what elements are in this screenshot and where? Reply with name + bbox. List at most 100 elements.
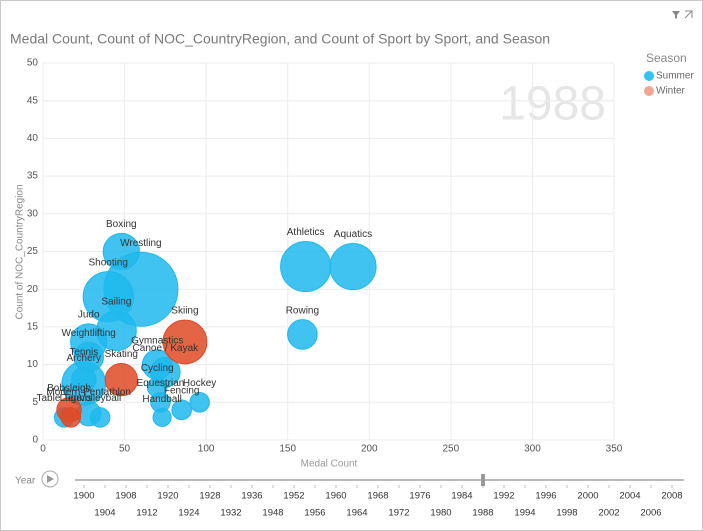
- data-label: Weightlifting: [62, 328, 116, 339]
- play-year-label: 1904: [94, 508, 115, 519]
- year-watermark: 1988: [499, 78, 606, 131]
- play-year-label: 1984: [451, 491, 472, 502]
- play-year-label: 1964: [346, 508, 367, 519]
- play-year-label: 1968: [367, 491, 388, 502]
- data-label: Athletics: [287, 227, 325, 238]
- y-tick-label: 50: [27, 58, 39, 69]
- data-label: Sailing: [101, 296, 131, 307]
- play-year-label: 1980: [430, 508, 451, 519]
- filter-icon[interactable]: [672, 11, 680, 19]
- y-tick-label: 15: [27, 322, 39, 333]
- play-year-label: 1992: [493, 491, 514, 502]
- play-year-label: 1908: [115, 491, 136, 502]
- legend-marker: [644, 71, 654, 81]
- data-label: Boxing: [106, 219, 137, 230]
- play-year-label: 1998: [556, 508, 577, 519]
- x-tick-label: 50: [119, 444, 131, 455]
- y-tick-label: 20: [27, 284, 39, 295]
- play-year-label: 1994: [514, 508, 535, 519]
- y-tick-label: 35: [27, 171, 39, 182]
- play-year-label: 1932: [220, 508, 241, 519]
- play-year-label: 1996: [535, 491, 556, 502]
- play-year-label: 2000: [577, 491, 598, 502]
- data-label: Canoe / Kayak: [133, 343, 200, 354]
- play-year-label: 1972: [388, 508, 409, 519]
- play-year-label: 1956: [304, 508, 325, 519]
- bubble: [152, 407, 172, 427]
- x-tick-label: 300: [524, 444, 541, 455]
- play-icon: [47, 475, 54, 483]
- legend-marker: [644, 86, 654, 96]
- y-tick-label: 5: [32, 397, 38, 408]
- x-tick-label: 200: [361, 444, 378, 455]
- data-label: Skiing: [171, 306, 198, 317]
- y-tick-label: 25: [27, 246, 39, 257]
- play-thumb[interactable]: [481, 474, 485, 486]
- data-label: Judo: [78, 309, 100, 320]
- play-year-label: 1960: [325, 491, 346, 502]
- data-label: Luge: [60, 393, 83, 404]
- legend-label: Summer: [656, 71, 694, 82]
- data-label: Modern Pentathlon: [46, 387, 131, 398]
- chart-title: Medal Count, Count of NOC_CountryRegion,…: [10, 31, 550, 47]
- data-label: Cycling: [141, 363, 174, 374]
- play-year-label: 2004: [619, 491, 640, 502]
- bubble: [189, 392, 210, 413]
- bubble: [89, 407, 111, 428]
- data-label: Aquatics: [334, 229, 372, 240]
- data-label: Volleyball: [79, 393, 121, 404]
- play-year-label: 1928: [199, 491, 220, 502]
- play-axis-label: Year: [15, 476, 36, 487]
- y-tick-label: 0: [32, 435, 38, 446]
- play-year-label: 2008: [661, 491, 682, 502]
- play-year-label: 2002: [598, 508, 619, 519]
- y-tick-label: 45: [27, 95, 39, 106]
- data-label: Equestrian: [137, 378, 185, 389]
- play-year-label: 1936: [241, 491, 262, 502]
- y-axis-label: Count of NOC_CountryRegion: [15, 184, 26, 319]
- x-tick-label: 250: [443, 444, 460, 455]
- bubble: [287, 319, 318, 350]
- data-label: Fencing: [164, 386, 200, 397]
- bubble: [60, 407, 82, 428]
- x-tick-label: 100: [198, 444, 215, 455]
- y-tick-label: 40: [27, 133, 39, 144]
- data-label: Wrestling: [120, 238, 162, 249]
- play-year-label: 1912: [136, 508, 157, 519]
- x-tick-label: 0: [40, 444, 46, 455]
- x-tick-label: 150: [279, 444, 296, 455]
- data-label: Table Tennis: [36, 393, 91, 404]
- x-tick-label: 350: [606, 444, 623, 455]
- bubble: [280, 240, 332, 293]
- data-label: Gymnastics: [131, 335, 183, 346]
- legend-label: Winter: [656, 86, 686, 97]
- data-label: Bobsleigh: [47, 383, 91, 394]
- data-label: Hockey: [183, 378, 216, 389]
- play-year-label: 1900: [73, 491, 94, 502]
- bubble: [71, 366, 97, 393]
- bubble: [171, 399, 192, 421]
- y-tick-label: 10: [27, 359, 39, 370]
- bubble: [329, 242, 377, 291]
- x-axis-label: Medal Count: [301, 459, 358, 470]
- data-label: Rowing: [286, 305, 319, 316]
- data-label: Tennis: [69, 347, 98, 358]
- y-tick-label: 30: [27, 208, 39, 219]
- play-year-label: 1952: [283, 491, 304, 502]
- play-year-label: 1976: [409, 491, 430, 502]
- play-year-label: 2006: [640, 508, 661, 519]
- legend-title: Season: [646, 51, 687, 65]
- data-label: Archery: [67, 353, 101, 364]
- focus-icon[interactable]: [684, 10, 693, 19]
- bubble: [104, 363, 138, 397]
- play-year-label: 1920: [157, 491, 178, 502]
- play-year-label: 1948: [262, 508, 283, 519]
- data-label: Handball: [142, 394, 181, 405]
- bubble: [162, 319, 208, 365]
- data-label: Skating: [105, 349, 138, 360]
- data-label: Shooting: [89, 257, 128, 268]
- play-year-label: 1924: [178, 508, 199, 519]
- play-year-label: 1988: [472, 508, 493, 519]
